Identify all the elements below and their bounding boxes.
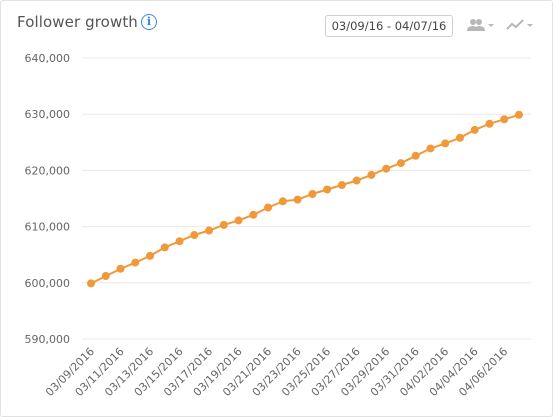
data-point — [101, 272, 110, 281]
data-point — [352, 176, 361, 185]
data-point — [500, 115, 509, 124]
chart-title: Follower growth — [17, 13, 138, 31]
data-point — [264, 203, 273, 212]
data-point — [293, 195, 302, 204]
y-tick-label: 600,000 — [25, 277, 71, 290]
data-point — [367, 170, 376, 179]
people-icon — [467, 19, 485, 31]
data-point — [278, 197, 287, 206]
data-point — [175, 237, 184, 246]
audience-filter-button[interactable] — [467, 17, 497, 33]
date-range-picker[interactable]: 03/09/16 - 04/07/16 — [325, 15, 453, 37]
info-icon[interactable]: i — [141, 14, 157, 30]
chart-type-button[interactable] — [506, 17, 536, 33]
y-tick-label: 590,000 — [25, 333, 71, 346]
data-point — [160, 243, 169, 252]
data-point — [116, 264, 125, 273]
data-point — [441, 139, 450, 148]
data-point — [219, 220, 228, 229]
data-point — [337, 181, 346, 190]
data-point — [249, 210, 258, 219]
data-point — [515, 110, 523, 119]
data-point — [308, 190, 317, 199]
chevron-down-icon — [488, 24, 494, 27]
series-line — [90, 113, 520, 285]
trend-line-icon — [506, 19, 524, 30]
y-tick-label: 640,000 — [25, 52, 71, 65]
data-point — [131, 258, 140, 267]
data-point — [234, 216, 243, 225]
data-point — [190, 231, 199, 240]
data-point — [87, 279, 95, 288]
data-point — [396, 159, 405, 168]
data-point — [411, 151, 420, 160]
data-point — [455, 133, 464, 142]
y-tick-label: 610,000 — [25, 221, 71, 234]
data-point — [485, 119, 494, 128]
y-tick-label: 620,000 — [25, 164, 71, 177]
y-tick-label: 630,000 — [25, 108, 71, 121]
data-point — [382, 164, 391, 173]
data-point — [470, 125, 479, 134]
data-point — [323, 185, 332, 194]
data-point — [205, 226, 214, 235]
data-point — [426, 144, 435, 153]
chevron-down-icon — [527, 24, 533, 27]
data-point — [146, 251, 155, 260]
